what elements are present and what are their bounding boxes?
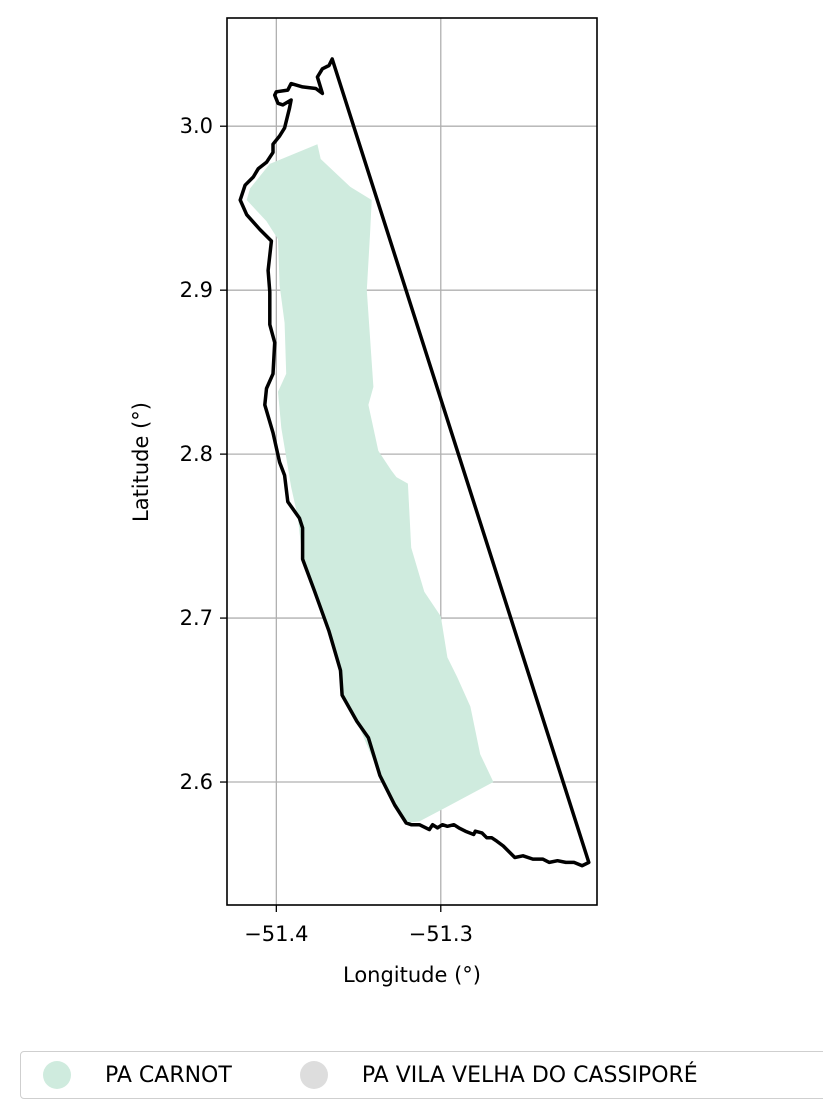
legend-item-pa-carnot: PA CARNOT (43, 1061, 232, 1089)
legend-marker-pa-carnot (43, 1061, 71, 1089)
legend: PA CARNOT PA VILA VELHA DO CASSIPORÉ (20, 1051, 823, 1099)
legend-marker-pa-vila-velha-do-cassipore (299, 1061, 328, 1089)
y-axis-label: Latitude (°) (129, 402, 153, 522)
y-tick-label: 3.0 (180, 114, 213, 138)
map-polygons (238, 57, 591, 868)
y-tick-label: 2.8 (180, 442, 213, 466)
x-tick-label: −51.3 (409, 922, 473, 946)
legend-label-pa-vila-velha-do-cassipore: PA VILA VELHA DO CASSIPORÉ (361, 1062, 698, 1088)
legend-item-pa-vila-velha-do-cassipore: PA VILA VELHA DO CASSIPORÉ (299, 1061, 698, 1089)
area-pa-carnot (246, 144, 494, 823)
legend-label-pa-carnot: PA CARNOT (105, 1062, 232, 1088)
x-axis-label: Longitude (°) (343, 963, 481, 987)
plot-frame (226, 17, 598, 906)
boundary-pa-vila-velha-do-cassipore (238, 57, 591, 868)
y-tick-label: 2.6 (180, 770, 213, 794)
y-tick-label: 2.7 (180, 606, 213, 630)
map-figure: −51.4 −51.32.62.72.82.93.0 Longitude (°) … (129, 17, 598, 987)
axis-ticks: −51.4 −51.3 2.6 2.7 2.8 2.9 3.0 (180, 114, 473, 946)
y-tick-label: 2.9 (180, 278, 213, 302)
x-tick-label: −51.4 (244, 922, 308, 946)
